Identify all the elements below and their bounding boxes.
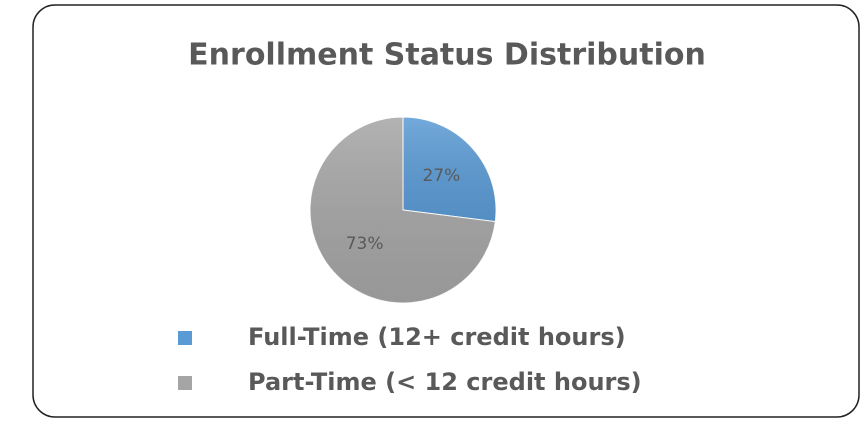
legend-label: Full-Time (12+ credit hours) bbox=[248, 323, 626, 351]
legend-label: Part-Time (< 12 credit hours) bbox=[248, 368, 642, 396]
data-label: 27% bbox=[422, 166, 460, 186]
chart-title: Enrollment Status Distribution bbox=[188, 38, 706, 73]
pie-slice-shade bbox=[403, 117, 496, 222]
legend-swatch bbox=[178, 376, 192, 390]
data-label: 73% bbox=[346, 234, 384, 254]
pie-slice-shade bbox=[309, 117, 496, 303]
legend-swatch bbox=[178, 331, 192, 345]
